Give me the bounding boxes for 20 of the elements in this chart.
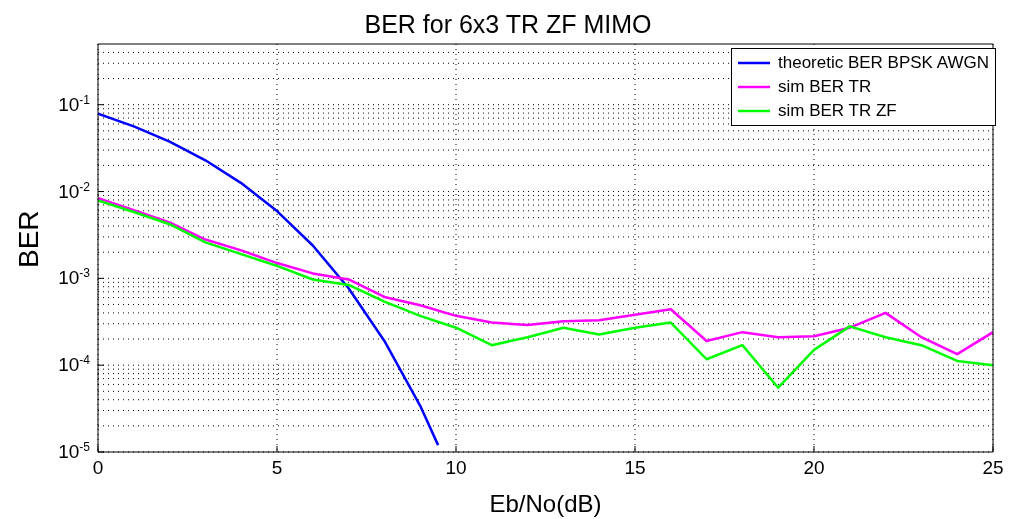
x-tick-label: 15 [624,457,646,478]
y-tick-label: 10$^{-4}$ [58,353,91,376]
x-tick-label: 0 [92,457,104,478]
x-tick-label: 20 [803,457,825,478]
y-tick-label: 10$^{-2}$ [58,179,91,202]
legend-label: theoretic BER BPSK AWGN [778,52,989,74]
x-tick-label: 10 [445,457,467,478]
y-tick-label: 10$^{-1}$ [58,92,91,115]
line-series [98,199,993,389]
line-series [98,112,440,447]
legend-label: sim BER TR [778,76,872,98]
x-axis-title: Eb/No(dB) [489,490,602,517]
y-axis-title: BER [12,210,44,268]
legend-label: sim BER TR ZF [778,100,897,122]
line-series [98,196,993,356]
x-tick-label: 25 [982,457,1004,478]
x-tick-label: 5 [271,457,283,478]
y-tick-label: 10$^{-5}$ [58,440,91,462]
chart-title: BER for 6x3 TR ZF MIMO [363,9,653,40]
y-tick-label: 10$^{-3}$ [58,266,91,289]
